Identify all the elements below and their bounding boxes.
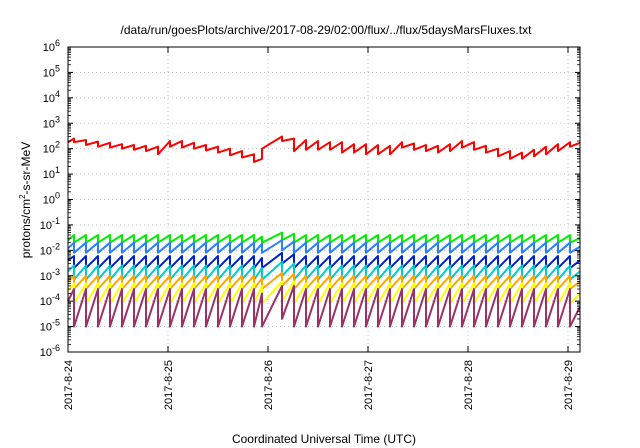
y-tick-label: 100 xyxy=(43,191,60,207)
y-axis-title-main: protons/cm xyxy=(19,199,33,258)
x-tick-label: 2017-8-26 xyxy=(263,360,275,410)
series-line-3 xyxy=(67,239,581,254)
series-line-5 xyxy=(67,260,581,281)
y-tick-label: 101 xyxy=(43,165,60,181)
y-tick-label: 10-2 xyxy=(40,241,60,257)
y-axis-title-rest: -s-sr-MeV xyxy=(19,142,33,195)
series-line-7 xyxy=(67,280,581,305)
y-tick-label: 104 xyxy=(43,89,60,105)
y-tick-label: 10-5 xyxy=(40,318,60,334)
y-tick-label: 10-1 xyxy=(40,216,60,232)
y-tick-label: 10-4 xyxy=(40,292,60,308)
series-group xyxy=(67,135,581,328)
y-tick-label: 106 xyxy=(43,38,60,54)
y-axis-ticks: 10-6 10-5 10-4 10-3 10-2 10-1 100 101 102 103 104 1… xyxy=(40,38,580,359)
series-line-2 xyxy=(67,231,581,244)
x-tick-label: 2017-8-29 xyxy=(563,360,575,410)
y-axis-title-exponent: 2 xyxy=(18,194,27,199)
x-axis-title: Coordinated Universal Time (UTC) xyxy=(232,432,416,446)
chart-title: /data/run/goesPlots/archive/2017-08-29/0… xyxy=(121,23,533,37)
x-tick-label: 2017-8-25 xyxy=(163,360,175,410)
y-tick-label: 10-6 xyxy=(40,343,60,359)
series-line-6 xyxy=(67,271,581,290)
x-tick-label: 2017-8-24 xyxy=(63,360,75,410)
series-line-4 xyxy=(67,251,581,270)
y-tick-label: 10-3 xyxy=(40,267,60,283)
x-axis-ticks: 2017-8-24 2017-8-25 2017-8-26 2017-8-27 2017… xyxy=(63,47,575,410)
y-tick-label: 103 xyxy=(43,114,60,130)
x-tick-label: 2017-8-27 xyxy=(363,360,375,410)
y-axis-title: protons/cm2-s-sr-MeV xyxy=(18,142,33,258)
y-tick-label: 105 xyxy=(43,63,60,79)
y-tick-label: 102 xyxy=(43,140,60,156)
series-line-1 xyxy=(67,135,581,163)
x-tick-label: 2017-8-28 xyxy=(463,360,475,410)
series-line-8 xyxy=(67,284,581,328)
